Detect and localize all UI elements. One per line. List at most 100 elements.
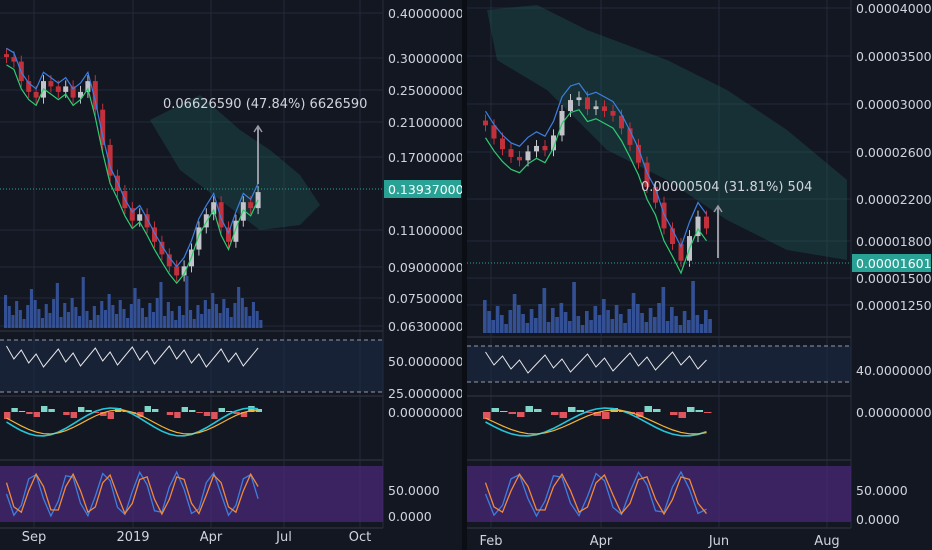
volume-bar	[691, 281, 695, 333]
volume-bar	[177, 306, 181, 328]
volume-bar	[7, 306, 11, 328]
measure-arrow-head	[253, 124, 263, 133]
volume-bar	[606, 310, 610, 333]
macd-histogram-bar	[585, 412, 593, 413]
volume-bar	[226, 308, 230, 328]
volume-bar	[657, 303, 661, 333]
price-tick-label: 0.00004000	[856, 1, 932, 16]
candle-body	[619, 115, 624, 129]
volume-bar	[555, 317, 559, 333]
time-tick-label: Feb	[479, 534, 502, 549]
candle-body	[48, 81, 54, 87]
macd-line	[485, 407, 707, 437]
candle-body	[627, 128, 633, 145]
volume-bar	[200, 314, 204, 328]
volume-bar	[542, 288, 547, 333]
macd-histogram-bar	[678, 412, 686, 418]
macd-histogram-bar	[483, 412, 491, 419]
moving-average-line	[484, 82, 707, 249]
volume-bar	[487, 311, 491, 333]
volume-bar	[233, 303, 237, 328]
candle-body	[525, 151, 531, 161]
stoch-d-line	[5, 472, 259, 516]
macd-histogram-bar	[100, 412, 107, 416]
candle-body	[159, 241, 165, 255]
macd-histogram-bar	[18, 411, 26, 412]
stoch-tick-label: 0.0000	[856, 512, 900, 527]
rsi-tick-label: 50.00000000	[388, 354, 462, 369]
volume-bar	[525, 323, 530, 333]
volume-bar	[74, 307, 78, 328]
ichimoku-cloud	[487, 5, 847, 260]
volume-bar	[163, 316, 167, 328]
time-tick-label: Apr	[200, 530, 223, 545]
volume-bar	[37, 309, 41, 328]
volume-bar	[159, 282, 163, 328]
volume-bar	[682, 311, 687, 333]
volume-bar	[214, 304, 218, 328]
volume-bar	[699, 324, 704, 333]
volume-bar	[589, 320, 593, 333]
candle-body	[491, 125, 497, 139]
volume-bar	[107, 294, 111, 328]
macd-line	[6, 407, 259, 437]
price-tick-label: 0.00001500	[856, 271, 932, 286]
volume-bar	[174, 320, 178, 328]
volume-bar	[563, 312, 568, 333]
candle-body	[678, 244, 684, 261]
volume-bar	[251, 302, 255, 328]
time-tick-label: Sep	[22, 530, 47, 545]
stoch-tick-label: 50.0000	[388, 483, 440, 498]
volume-bar	[155, 298, 159, 328]
current-price-badge	[384, 180, 461, 198]
volume-bar	[189, 310, 193, 328]
price-tick-label: 0.00002600	[856, 145, 932, 160]
volume-bar	[166, 302, 170, 328]
volume-bar	[517, 305, 521, 333]
macd-histogram-bar	[695, 410, 703, 412]
left-chart-panel[interactable]: 0.06626590 (47.84%) 6626590 0.40000000 0.3…	[0, 0, 462, 550]
candle-body	[137, 214, 143, 221]
candle-body	[644, 162, 650, 187]
volume-bar	[483, 300, 487, 333]
candle-body	[70, 86, 76, 98]
volume-bars	[483, 281, 712, 333]
macd-tick-label: 0.00000000	[856, 405, 932, 420]
stoch-band	[467, 466, 851, 522]
volume-bar	[89, 320, 93, 328]
moving-average-line	[6, 47, 259, 268]
price-tick-label: 0.00001250	[856, 298, 932, 313]
volume-bar	[512, 294, 517, 333]
volume-bar	[55, 283, 59, 328]
volume-bar	[572, 282, 576, 333]
volume-bar	[508, 310, 513, 333]
time-tick-label: 2019	[116, 530, 149, 545]
macd-signal-line	[485, 409, 707, 435]
candle-body	[129, 208, 135, 221]
measure-annotation: 0.00000504 (31.81%) 504	[641, 180, 812, 195]
volume-bar	[22, 319, 26, 328]
macd-histogram-bar	[576, 410, 584, 412]
measure-annotation: 0.06626590 (47.84%) 6626590	[163, 97, 367, 112]
volume-bar	[148, 303, 152, 328]
candle-body	[695, 216, 701, 237]
volume-bar	[580, 325, 585, 333]
panel-divider	[462, 0, 467, 550]
macd-histogram-bar	[653, 409, 661, 412]
rsi-tick-label: 25.00000000	[388, 386, 462, 401]
volume-bar	[500, 315, 504, 333]
macd-histogram-bar	[233, 412, 240, 414]
stoch-d-line	[484, 472, 708, 516]
moving-average-line-2	[6, 64, 259, 285]
macd-histogram-bar	[517, 412, 525, 417]
price-tick-label: 0.11000000	[388, 223, 462, 238]
macd-histogram-bar	[152, 409, 159, 412]
candle-body	[602, 106, 607, 111]
volume-bar	[229, 317, 233, 328]
moving-average-line-2	[484, 109, 707, 275]
volume-bar	[41, 318, 45, 328]
price-tick-label: 0.17000000	[388, 150, 462, 165]
candle-body	[211, 202, 217, 215]
volume-bar	[674, 316, 678, 333]
right-chart-panel[interactable]: 0.00000504 (31.81%) 504 0.00004000 0.00003…	[467, 0, 932, 550]
